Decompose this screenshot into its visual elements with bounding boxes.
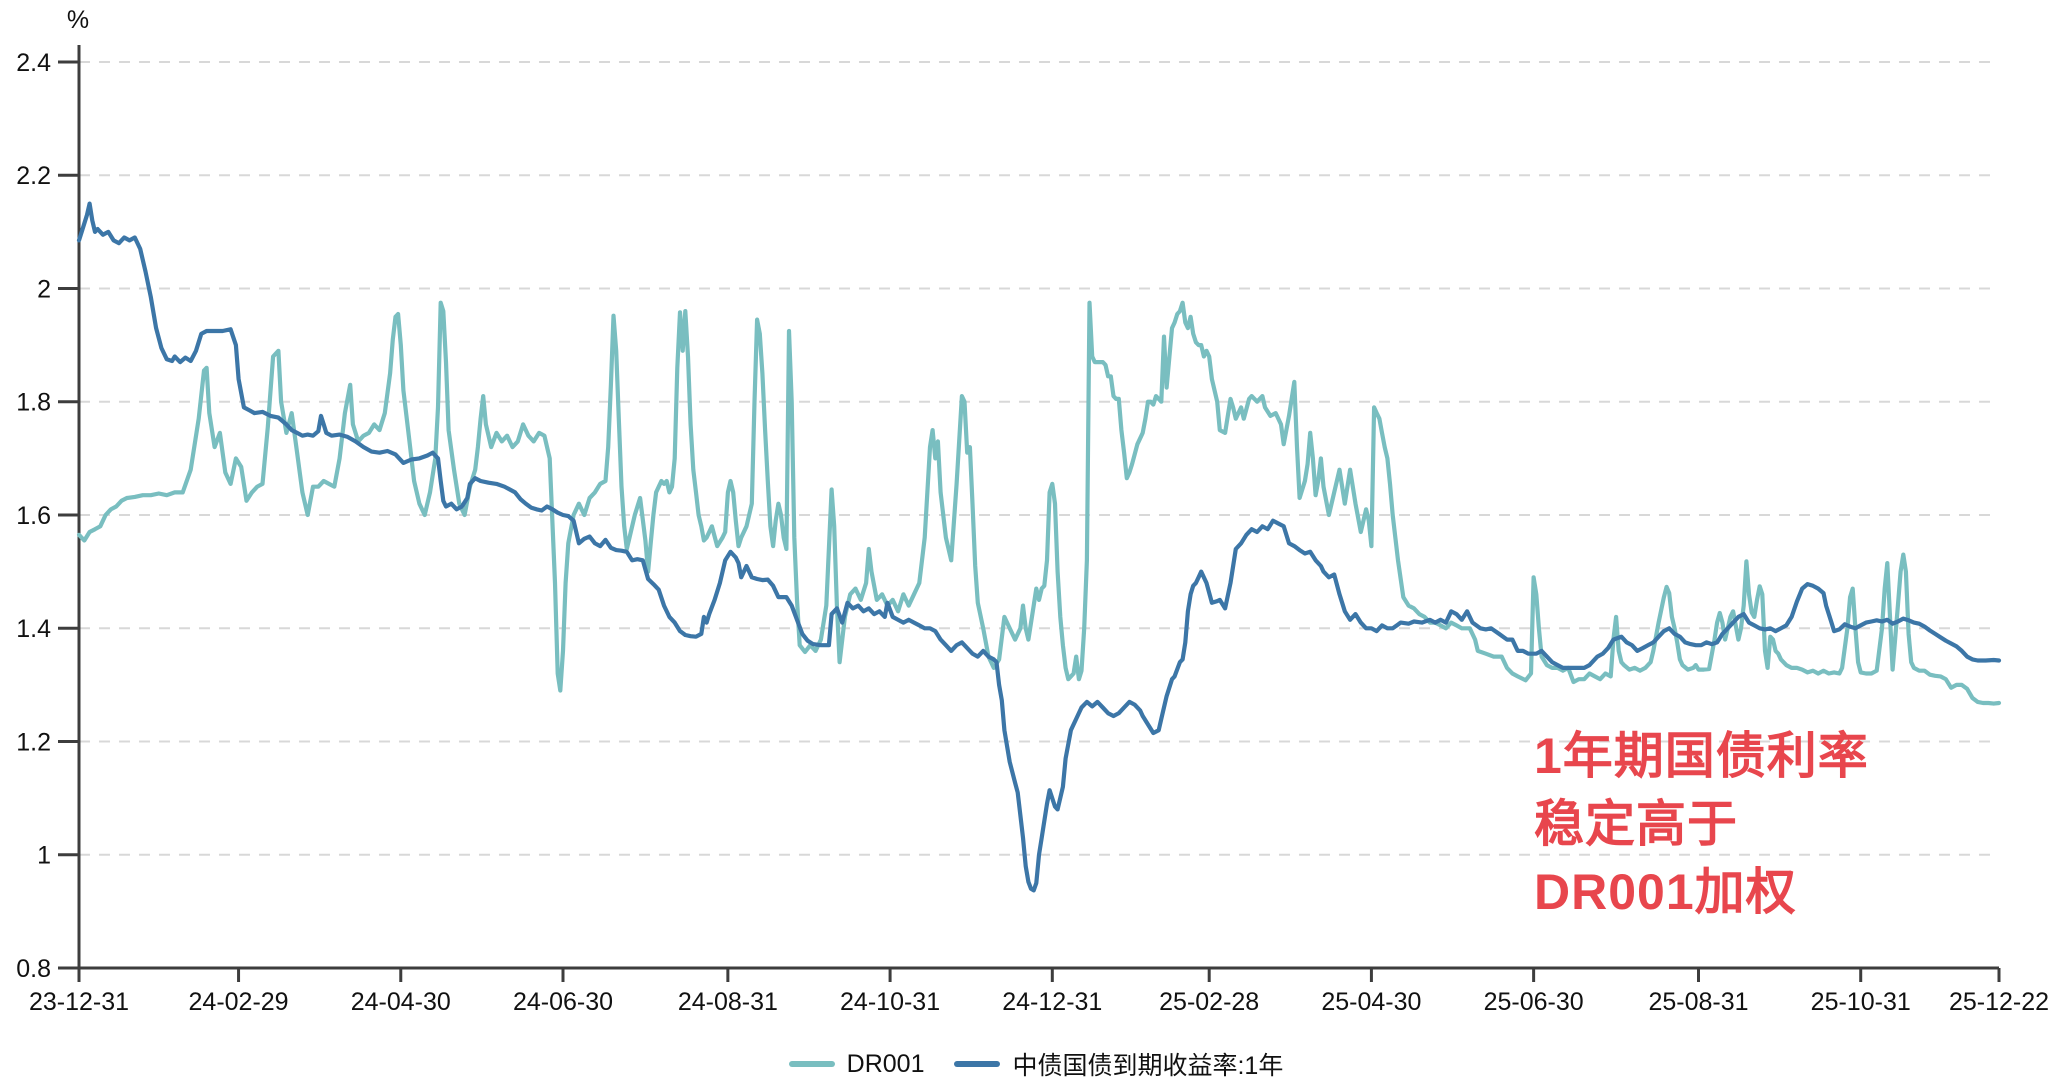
x-tick-label-24-02-29: 24-02-29 — [189, 988, 289, 1016]
legend-label-cgb-1y: 中债国债到期收益率:1年 — [1012, 1052, 1284, 1080]
legend-label-dr001: DR001 — [846, 1049, 925, 1078]
x-tick-label-25-02-28: 25-02-28 — [1159, 988, 1259, 1016]
dr001-line-swatch-icon — [788, 1061, 835, 1067]
x-tick-label-24-06-30: 24-06-30 — [513, 988, 613, 1016]
x-tick-label-24-12-31: 24-12-31 — [1002, 988, 1102, 1016]
y-axis-unit-label: % — [67, 6, 89, 34]
x-tick-label-25-06-30: 25-06-30 — [1484, 988, 1584, 1016]
legend-item-cgb-1y: 中债国债到期收益率:1年 — [954, 1046, 1283, 1082]
series-line-dr001 — [76, 300, 2002, 706]
y-tick-label-1.2: 1.2 — [16, 728, 51, 756]
y-tick-label-2: 2 — [37, 275, 51, 303]
y-tick-label-0.8: 0.8 — [16, 955, 51, 983]
annotation-line-1: 1年期国债利率 — [1534, 728, 1869, 784]
x-tick-label-25-12-22: 25-12-22 — [1949, 988, 2049, 1016]
x-tick-label-24-08-31: 24-08-31 — [678, 988, 778, 1016]
y-tick-label-1.6: 1.6 — [16, 502, 51, 530]
y-tick-label-1: 1 — [37, 842, 51, 870]
y-tick-label-2.4: 2.4 — [16, 49, 51, 77]
x-tick-label-25-10-31: 25-10-31 — [1811, 988, 1911, 1016]
y-tick-label-1.4: 1.4 — [16, 615, 51, 643]
series-line-cgb-1y — [76, 201, 2002, 893]
annotation-line-3: DR001加权 — [1534, 864, 1797, 920]
x-tick-label-24-10-31: 24-10-31 — [840, 988, 940, 1016]
x-tick-label-24-04-30: 24-04-30 — [351, 988, 451, 1016]
y-tick-label-2.2: 2.2 — [16, 162, 51, 190]
chart-annotation: 1年期国债利率 稳定高于 DR001加权 — [1534, 722, 1869, 926]
cgb-1y-line-swatch-icon — [954, 1061, 1001, 1067]
x-tick-label-25-04-30: 25-04-30 — [1321, 988, 1421, 1016]
annotation-line-2: 稳定高于 — [1534, 796, 1738, 852]
legend-item-dr001: DR001 — [788, 1049, 925, 1079]
y-tick-label-1.8: 1.8 — [16, 389, 51, 417]
x-tick-label-23-12-31: 23-12-31 — [29, 988, 129, 1016]
chart-legend: DR001 中债国债到期收益率:1年 — [0, 1046, 2072, 1082]
x-tick-label-25-08-31: 25-08-31 — [1648, 988, 1748, 1016]
